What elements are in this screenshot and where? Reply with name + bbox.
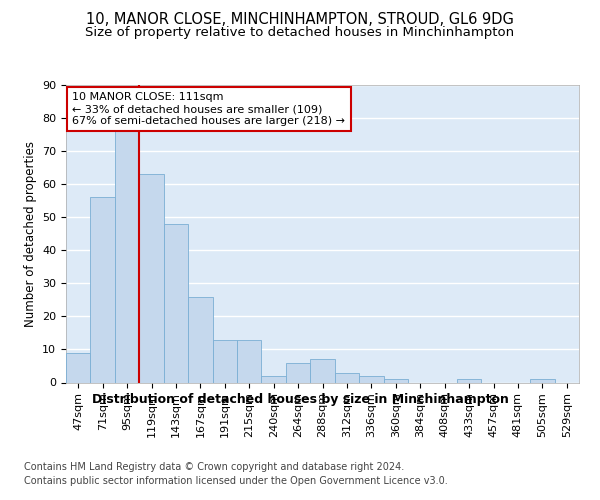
Y-axis label: Number of detached properties: Number of detached properties	[23, 141, 37, 327]
Text: 10 MANOR CLOSE: 111sqm
← 33% of detached houses are smaller (109)
67% of semi-de: 10 MANOR CLOSE: 111sqm ← 33% of detached…	[72, 92, 345, 126]
Bar	[188, 296, 212, 382]
Bar	[237, 340, 262, 382]
Text: Distribution of detached houses by size in Minchinhampton: Distribution of detached houses by size …	[92, 392, 508, 406]
Bar	[310, 360, 335, 382]
Bar	[359, 376, 383, 382]
Bar	[115, 132, 139, 382]
Text: 10, MANOR CLOSE, MINCHINHAMPTON, STROUD, GL6 9DG: 10, MANOR CLOSE, MINCHINHAMPTON, STROUD,…	[86, 12, 514, 28]
Bar	[530, 379, 554, 382]
Bar	[286, 362, 310, 382]
Bar	[212, 340, 237, 382]
Bar	[383, 379, 408, 382]
Bar	[139, 174, 164, 382]
Bar	[457, 379, 481, 382]
Text: Contains public sector information licensed under the Open Government Licence v3: Contains public sector information licen…	[24, 476, 448, 486]
Bar	[91, 198, 115, 382]
Bar	[164, 224, 188, 382]
Bar	[335, 372, 359, 382]
Text: Contains HM Land Registry data © Crown copyright and database right 2024.: Contains HM Land Registry data © Crown c…	[24, 462, 404, 472]
Bar	[262, 376, 286, 382]
Text: Size of property relative to detached houses in Minchinhampton: Size of property relative to detached ho…	[85, 26, 515, 39]
Bar	[66, 353, 91, 382]
